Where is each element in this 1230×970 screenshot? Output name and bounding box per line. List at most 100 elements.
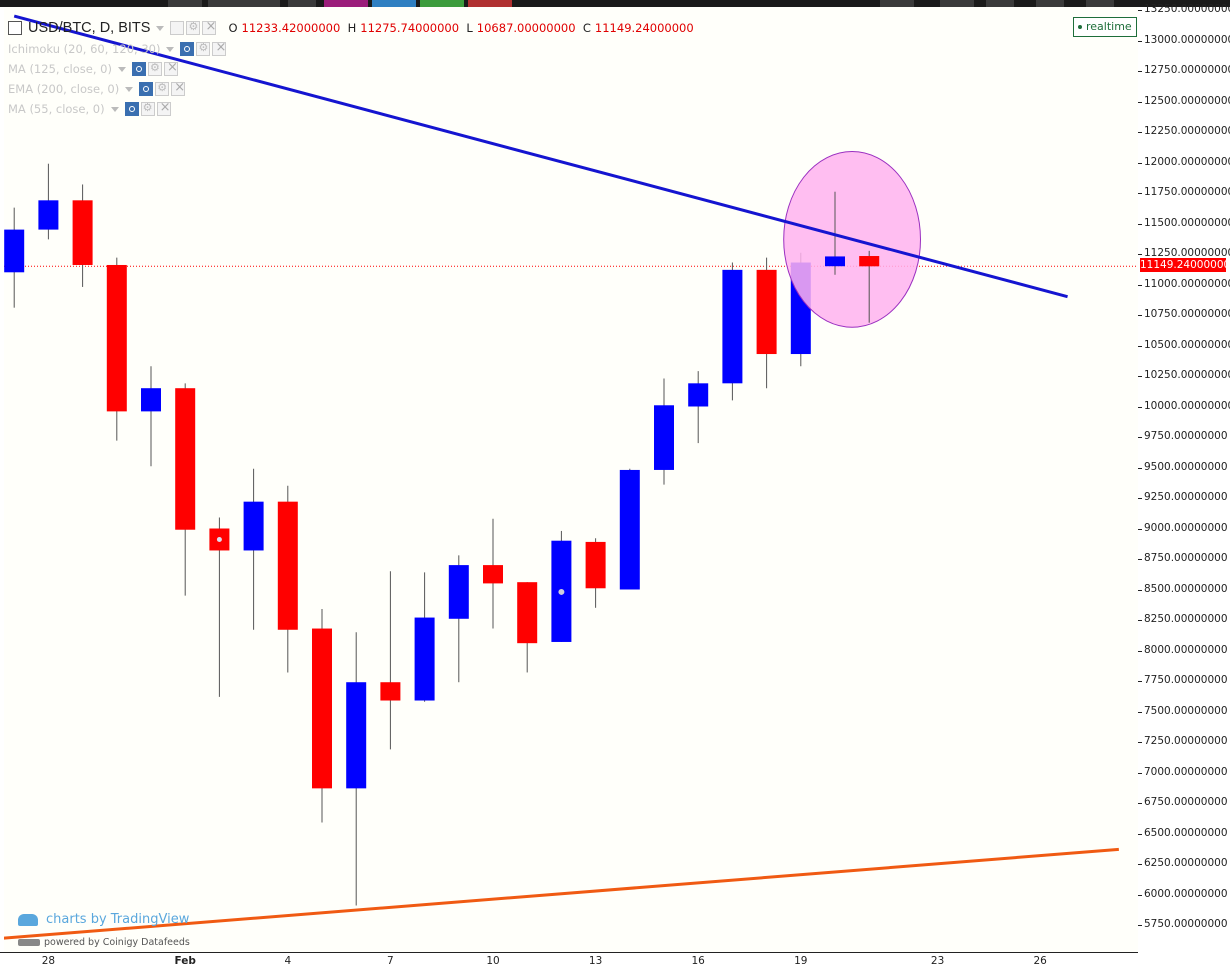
toolbar-button-dark[interactable] [986,0,1014,7]
y-tick-label: 10750.00000000 [1137,308,1230,320]
close-icon[interactable] [202,19,217,35]
marker-dot [558,588,565,595]
candle-down [585,541,606,589]
indicator-label[interactable]: MA (125, close, 0) [8,62,112,76]
gear-icon[interactable] [147,61,162,76]
ohlc-value-close: 11149.24000000 [594,21,694,35]
candle-down [483,565,503,584]
indicator-label[interactable]: MA (55, close, 0) [8,102,105,116]
symbol-icon[interactable] [8,21,22,35]
eye-icon[interactable] [180,42,195,56]
y-tick-label: 8750.00000000 [1138,552,1228,564]
candle-down [380,682,401,701]
indicator-ma-55[interactable]: MA (55, close, 0) [8,100,173,118]
ohlc-key-open: O [228,21,238,35]
toolbar-button-magenta[interactable] [324,0,368,7]
realtime-badge[interactable]: realtime [1073,17,1137,37]
y-tick-label: 11000.00000000 [1137,278,1230,290]
y-tick-label: 7250.00000000 [1138,735,1228,747]
gear-icon[interactable] [155,81,170,96]
chevron-down-icon[interactable] [117,66,126,72]
close-icon[interactable] [212,40,227,56]
candle-down [175,388,196,530]
gear-icon[interactable] [186,20,201,35]
candle-up [141,388,161,412]
toolbar-button-dark[interactable] [208,0,280,7]
candle-down [106,264,127,412]
y-tick-label: 6750.00000000 [1138,796,1228,808]
toolbar-button-dark[interactable] [880,0,914,7]
time-axis[interactable]: 28 Feb 4 7 10 13 16 19 23 26 [0,952,1138,970]
toolbar-button-green[interactable] [420,0,464,7]
close-icon[interactable] [171,80,186,96]
toolbar-button-dark[interactable] [1036,0,1064,7]
x-tick-label: 10 [486,955,500,967]
y-tick-label: 12750.00000000 [1137,64,1230,76]
candle-up [619,469,640,590]
chevron-down-icon[interactable] [166,46,175,52]
x-tick-label: 7 [387,955,394,967]
eye-icon[interactable] [170,21,185,35]
close-icon[interactable] [163,60,178,76]
candle-down [72,200,93,265]
coinigy-logo-icon [18,939,40,946]
realtime-label: realtime [1086,20,1132,33]
chevron-down-icon[interactable] [125,86,134,92]
gear-icon[interactable] [140,101,155,116]
ohlc-value-low: 10687.00000000 [476,21,576,35]
indicator-ichimoku[interactable]: Ichimoku (20, 60, 120, 30) [8,40,228,58]
marker-dot [216,536,222,542]
price-plot[interactable] [4,7,1138,952]
candle-up [346,682,367,789]
candle-down [517,582,538,644]
eye-icon[interactable] [139,82,154,96]
symbol-title[interactable]: USD/BTC, D, BITS [28,20,151,36]
candle-up [654,405,674,470]
toolbar-button-dark[interactable] [168,0,202,7]
cloud-logo-icon [18,913,38,926]
close-icon[interactable] [156,100,171,116]
gear-icon[interactable] [196,41,211,56]
y-tick-label: 9500.00000000 [1138,460,1228,473]
toolbar-button-dark[interactable] [288,0,316,7]
ohlc-value-high: 11275.74000000 [360,21,460,35]
price-axis[interactable]: 13250.00000000 13000.00000000 12750.000000… [1137,3,1230,952]
y-tick-label: 10000.00000000 [1137,400,1230,412]
status-dot-icon [1078,25,1082,29]
chevron-down-icon[interactable] [110,106,119,112]
toolbar-button-dark[interactable] [940,0,974,7]
y-tick-label: 7000.00000000 [1138,765,1228,778]
x-tick-label: Feb [174,955,196,967]
toolbar-button-blue[interactable] [372,0,416,7]
y-tick-label: 11250.00000000 [1137,247,1230,259]
y-tick-label: 13250.00000000 [1137,3,1230,15]
y-tick-label: 7750.00000000 [1138,674,1228,686]
support-trendline [4,847,1119,940]
x-tick-label: 26 [1033,955,1047,967]
toolbar-button-red[interactable] [468,0,512,7]
coinigy-watermark: powered by Coinigy Datafeeds [18,937,190,948]
y-tick-label: 9250.00000000 [1138,491,1228,503]
ohlc-key-low: L [466,21,473,35]
candle-up [722,269,743,384]
candle-down [756,269,777,355]
y-tick-label: 8000.00000000 [1138,643,1228,656]
eye-icon[interactable] [124,102,139,116]
indicator-label[interactable]: Ichimoku (20, 60, 120, 30) [8,42,161,56]
y-tick-label: 12500.00000000 [1137,95,1230,107]
toolbar-button-dark[interactable] [1086,0,1114,7]
y-tick-label: 10250.00000000 [1137,369,1230,381]
chevron-down-icon[interactable] [156,25,165,31]
indicator-ma-125[interactable]: MA (125, close, 0) [8,60,180,78]
indicator-ema-200[interactable]: EMA (200, close, 0) [8,80,187,98]
watermark-text: charts by TradingView [46,912,190,927]
indicator-label[interactable]: EMA (200, close, 0) [8,82,120,96]
tradingview-watermark[interactable]: charts by TradingView [18,912,189,927]
eye-icon[interactable] [131,62,146,76]
chart-pane[interactable] [4,7,1139,952]
candle-up [448,565,469,619]
y-tick-label: 5750.00000000 [1138,918,1228,930]
ohlc-key-high: H [347,21,357,35]
x-tick-label: 19 [794,955,808,967]
